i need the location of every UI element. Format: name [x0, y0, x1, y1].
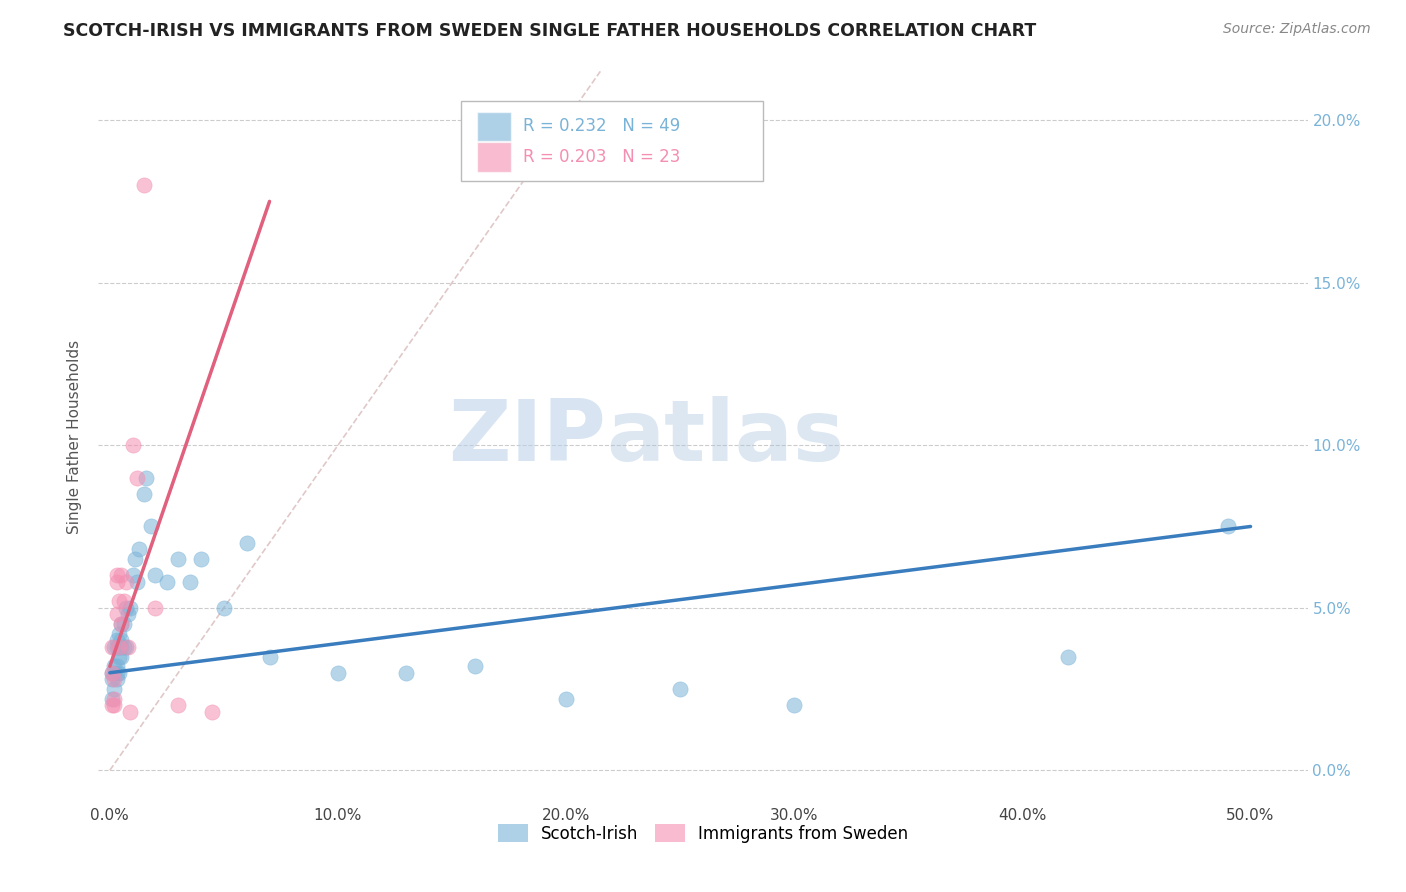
Point [105, 659, 128, 673]
Point [167, 698, 190, 713]
Point [108, 665, 131, 680]
Point [110, 640, 132, 654]
Point [132, 178, 155, 193]
Point [395, 665, 418, 680]
Point [128, 542, 150, 557]
Point [103, 673, 125, 687]
Point [235, 535, 257, 549]
Point [103, 681, 125, 696]
FancyBboxPatch shape [477, 112, 510, 141]
Point [121, 568, 143, 582]
Point [103, 698, 125, 713]
Point [105, 607, 128, 622]
Point [110, 633, 132, 648]
Point [1216, 519, 1239, 533]
Point [127, 574, 149, 589]
Text: SCOTCH-IRISH VS IMMIGRANTS FROM SWEDEN SINGLE FATHER HOUSEHOLDS CORRELATION CHAR: SCOTCH-IRISH VS IMMIGRANTS FROM SWEDEN S… [63, 22, 1036, 40]
Point [259, 649, 281, 664]
Point [105, 574, 128, 589]
Text: R = 0.232   N = 49: R = 0.232 N = 49 [523, 117, 681, 136]
Point [135, 471, 157, 485]
Point [110, 617, 132, 632]
Point [145, 600, 167, 615]
Legend: Scotch-Irish, Immigrants from Sweden: Scotch-Irish, Immigrants from Sweden [491, 818, 915, 849]
Point [112, 640, 135, 654]
Point [105, 665, 128, 680]
Point [103, 640, 125, 654]
FancyBboxPatch shape [461, 101, 763, 181]
Point [105, 568, 128, 582]
Point [101, 673, 124, 687]
Text: R = 0.203   N = 23: R = 0.203 N = 23 [523, 148, 681, 166]
Point [124, 552, 146, 566]
Point [110, 568, 132, 582]
Point [190, 552, 212, 566]
Text: atlas: atlas [606, 395, 845, 479]
Point [120, 705, 142, 719]
Point [114, 640, 136, 654]
Point [105, 633, 128, 648]
Point [105, 673, 128, 687]
FancyBboxPatch shape [477, 143, 510, 171]
Point [101, 698, 124, 713]
Point [108, 594, 131, 608]
Point [112, 594, 135, 608]
Point [105, 640, 128, 654]
Text: ZIP: ZIP [449, 395, 606, 479]
Point [121, 438, 143, 452]
Point [201, 705, 224, 719]
Point [112, 617, 135, 632]
Point [103, 659, 125, 673]
Point [103, 665, 125, 680]
Point [108, 649, 131, 664]
Point [101, 691, 124, 706]
Point [783, 698, 806, 713]
Point [669, 681, 692, 696]
Point [132, 487, 155, 501]
Point [108, 626, 131, 640]
Point [101, 640, 124, 654]
Point [110, 649, 132, 664]
Point [127, 471, 149, 485]
Text: Source: ZipAtlas.com: Source: ZipAtlas.com [1223, 22, 1371, 37]
Point [145, 568, 167, 582]
Point [108, 640, 131, 654]
Point [179, 574, 201, 589]
Point [108, 640, 131, 654]
Point [1057, 649, 1080, 664]
Point [117, 607, 139, 622]
Point [464, 659, 486, 673]
Point [114, 600, 136, 615]
Point [103, 691, 125, 706]
Point [110, 617, 132, 632]
Point [326, 665, 349, 680]
Point [167, 552, 190, 566]
Point [139, 519, 162, 533]
Point [156, 574, 179, 589]
Point [101, 665, 124, 680]
Point [101, 665, 124, 680]
Point [120, 600, 142, 615]
Point [555, 691, 578, 706]
Point [212, 600, 235, 615]
Point [117, 640, 139, 654]
Y-axis label: Single Father Households: Single Father Households [67, 340, 83, 534]
Point [114, 574, 136, 589]
